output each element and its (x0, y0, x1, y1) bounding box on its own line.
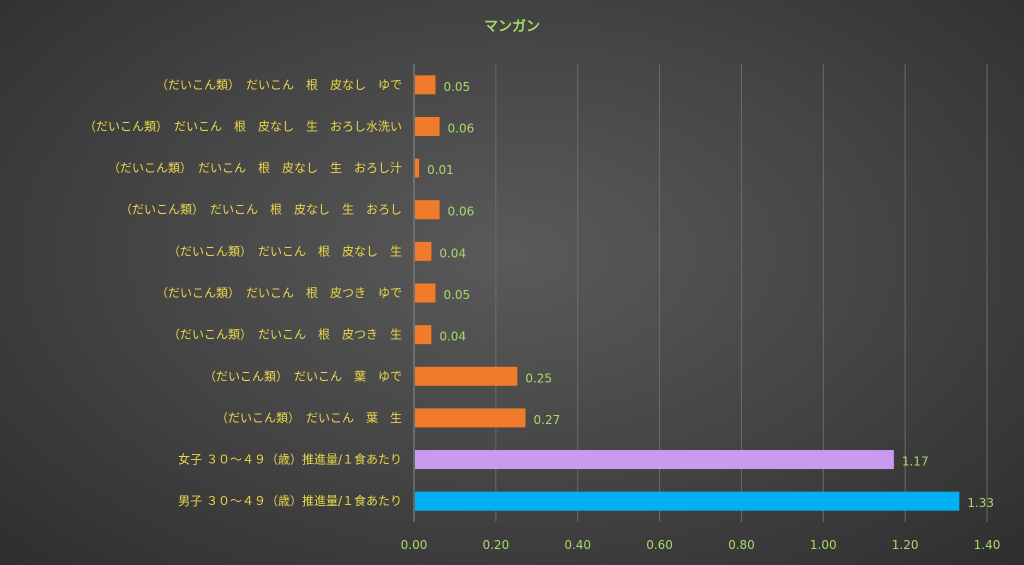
category-label: （だいこん類） だいこん 根 皮なし 生 おろし (120, 203, 402, 217)
category-label: （だいこん類） だいこん 根 皮なし 生 (168, 244, 402, 258)
category-label: 男子 ３０～４９（歳）推進量/１食あたり (178, 493, 402, 508)
data-label: 0.01 (427, 163, 454, 177)
x-tick-label: 0.60 (646, 538, 673, 552)
category-label: （だいこん類） だいこん 葉 ゆで (204, 369, 402, 383)
category-label: 女子 ３０～４９（歳）推進量/１食あたり (178, 452, 402, 467)
x-tick-label: 0.20 (482, 538, 509, 552)
bar (415, 241, 432, 261)
x-tick-label: 0.40 (564, 538, 591, 552)
data-label: 0.25 (525, 371, 552, 385)
category-label: （だいこん類） だいこん 根 皮つき ゆで (156, 286, 402, 300)
x-tick-label: 0.80 (728, 538, 755, 552)
bar (415, 491, 960, 511)
data-label: 1.33 (967, 496, 994, 510)
x-tick-label: 1.40 (974, 538, 1001, 552)
category-label: （だいこん類） だいこん 葉 生 (216, 411, 402, 425)
data-label: 0.06 (448, 121, 475, 135)
bar (415, 116, 440, 136)
plot-area: 0.00 0.20 0.40 0.60 0.80 1.00 1.20 1.40 （だいこん類） … (84, 64, 1000, 552)
data-label: 0.27 (534, 413, 561, 427)
bar (415, 75, 436, 95)
data-label: 0.04 (439, 330, 466, 344)
bar (415, 158, 420, 178)
data-label: 0.05 (443, 288, 470, 302)
chart-title: マンガン (484, 19, 540, 35)
x-tick-label: 1.20 (892, 538, 919, 552)
x-tick-label: 1.00 (810, 538, 837, 552)
bar (415, 408, 526, 428)
bar (415, 366, 518, 386)
category-label: （だいこん類） だいこん 根 皮なし ゆで (156, 78, 402, 92)
bar (415, 200, 440, 220)
category-label: （だいこん類） だいこん 根 皮なし 生 おろし水洗い (84, 119, 402, 133)
category-label: （だいこん類） だいこん 根 皮つき 生 (168, 328, 402, 342)
data-label: 0.06 (448, 205, 475, 219)
x-tick-label: 0.00 (401, 538, 428, 552)
bar (415, 450, 894, 470)
data-label: 0.04 (439, 246, 466, 260)
category-label: （だいこん類） だいこん 根 皮なし 生 おろし汁 (108, 161, 402, 175)
bar (415, 283, 436, 303)
data-label: 1.17 (902, 455, 929, 469)
bar (415, 325, 432, 345)
data-label: 0.05 (443, 80, 470, 94)
